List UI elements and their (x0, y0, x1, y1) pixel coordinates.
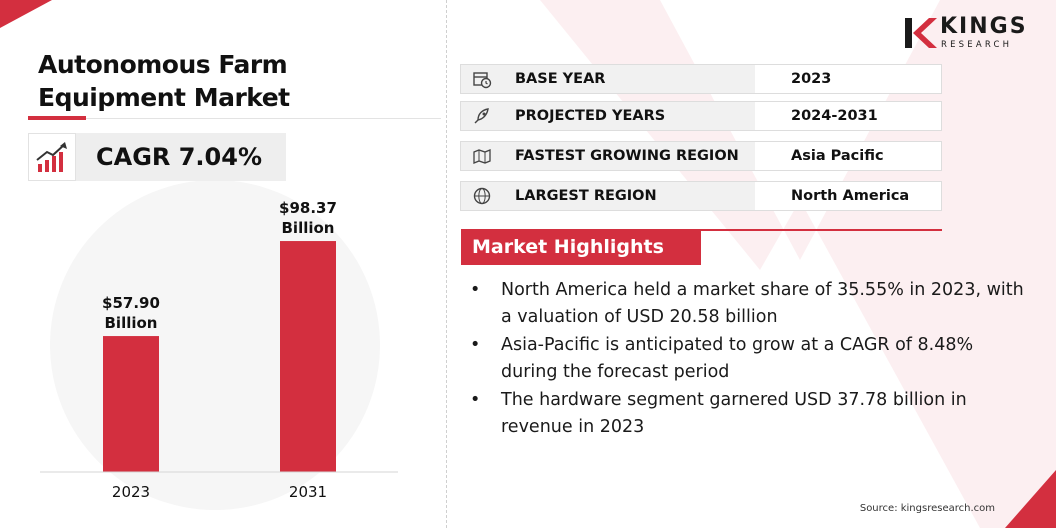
source-note: Source: kingsresearch.com (859, 503, 995, 514)
bullet: • (470, 390, 481, 410)
highlights-rule (700, 229, 942, 231)
bottom-right-triangle (1005, 470, 1056, 528)
x-tick-label-2031: 2031 (289, 483, 327, 501)
info-value: 2023 (755, 65, 941, 93)
bar-2023 (103, 336, 159, 472)
info-row-projected-years: PROJECTED YEARS 2024-2031 (460, 101, 942, 131)
bar-2031 (280, 241, 336, 472)
globe-icon (461, 182, 503, 210)
page-title: Autonomous Farm Equipment Market (38, 48, 418, 114)
info-value: 2024-2031 (755, 102, 941, 130)
title-line-2: Equipment Market (38, 83, 290, 112)
kings-research-logo (905, 18, 937, 48)
market-size-bar-chart: $57.90 Billion 2023 $98.37 Billion 2031 (40, 199, 398, 501)
highlight-text: North America held a market share of 35.… (501, 280, 1024, 327)
data-label-2031-unit: Billion (282, 219, 335, 237)
calendar-clock-icon (461, 65, 503, 93)
data-label-2023-unit: Billion (105, 314, 158, 332)
info-value: North America (755, 182, 941, 210)
info-label: FASTEST GROWING REGION (503, 142, 755, 170)
growth-chart-icon (28, 133, 76, 181)
cagr-badge: CAGR 7.04% (76, 133, 286, 181)
x-tick-label-2023: 2023 (112, 483, 150, 501)
highlight-text: The hardware segment garnered USD 37.78 … (501, 390, 967, 437)
highlights-list: • North America held a market share of 35… (470, 277, 1030, 442)
info-row-base-year: BASE YEAR 2023 (460, 64, 942, 94)
highlight-item: • Asia-Pacific is anticipated to grow at … (470, 332, 1030, 385)
title-accent-bar (28, 116, 86, 120)
title-divider (86, 118, 441, 119)
data-label-2023-value: $57.90 (102, 294, 160, 312)
bullet: • (470, 280, 481, 300)
vertical-divider (446, 0, 447, 528)
highlights-heading: Market Highlights (461, 229, 701, 265)
logo-tagline: RESEARCH (941, 40, 1013, 50)
title-line-1: Autonomous Farm (38, 50, 288, 79)
logo-name: KINGS (940, 14, 1028, 39)
info-row-fastest-growing-region: FASTEST GROWING REGION Asia Pacific (460, 141, 942, 171)
info-label: PROJECTED YEARS (503, 102, 755, 130)
highlight-text: Asia-Pacific is anticipated to grow at a… (501, 335, 974, 382)
info-label: BASE YEAR (503, 65, 755, 93)
background-chevron-shape (540, 0, 1056, 528)
highlight-item: • The hardware segment garnered USD 37.78… (470, 387, 1030, 440)
info-value: Asia Pacific (755, 142, 941, 170)
info-label: LARGEST REGION (503, 182, 755, 210)
info-row-largest-region: LARGEST REGION North America (460, 181, 942, 211)
bullet: • (470, 335, 481, 355)
top-left-triangle (0, 0, 52, 28)
data-label-2031-value: $98.37 (279, 199, 337, 217)
rocket-icon (461, 102, 503, 130)
highlight-item: • North America held a market share of 35… (470, 277, 1030, 330)
region-map-icon (461, 142, 503, 170)
